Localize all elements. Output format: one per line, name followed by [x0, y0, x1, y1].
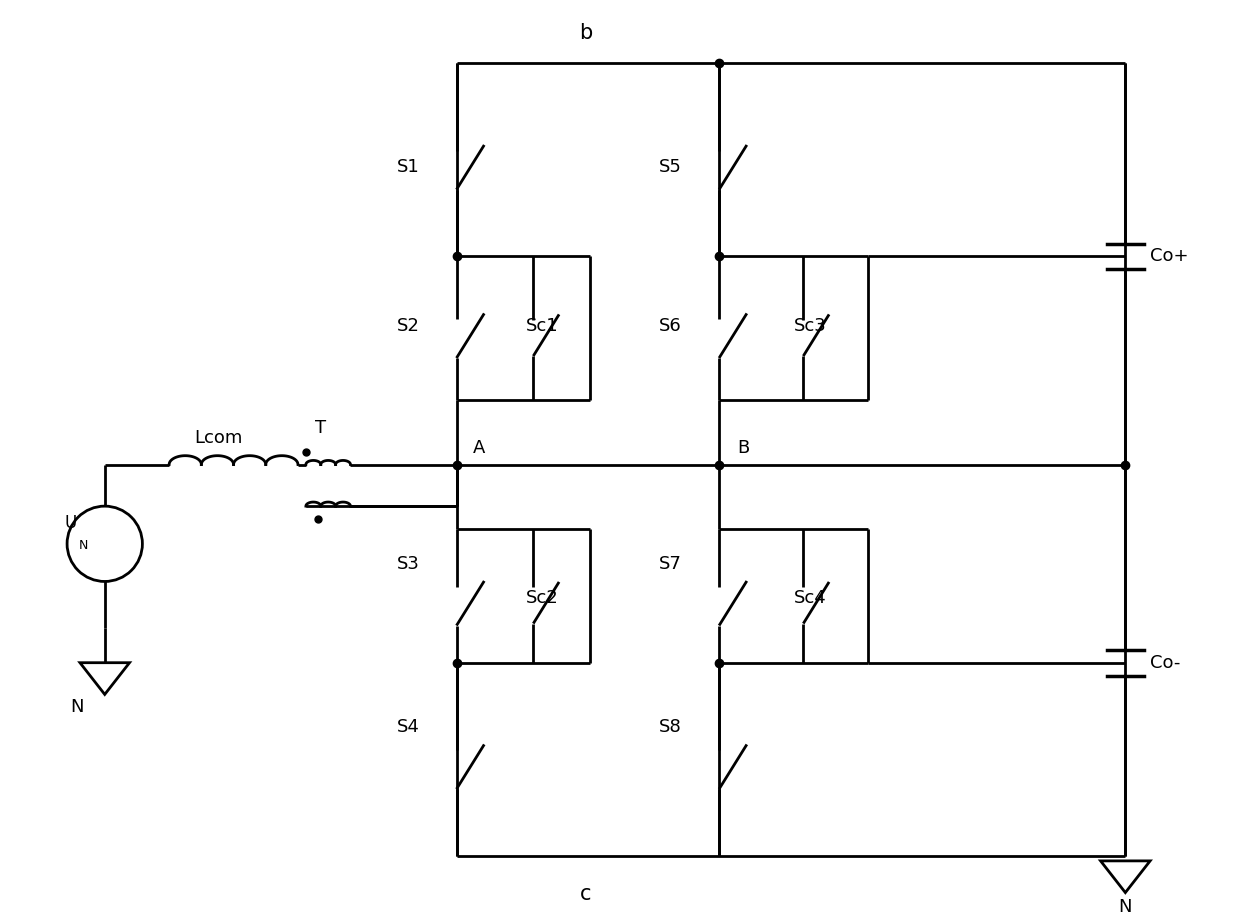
- Text: S8: S8: [658, 718, 682, 736]
- Polygon shape: [1101, 861, 1151, 892]
- Text: T: T: [315, 419, 326, 437]
- Text: S3: S3: [397, 554, 420, 573]
- Text: S7: S7: [658, 554, 682, 573]
- Polygon shape: [79, 663, 129, 694]
- Text: N: N: [79, 539, 88, 552]
- Text: S5: S5: [658, 158, 682, 176]
- Text: Sc2: Sc2: [526, 589, 558, 607]
- Text: S2: S2: [397, 317, 420, 335]
- Text: Sc4: Sc4: [794, 589, 826, 607]
- Text: Sc3: Sc3: [794, 317, 826, 335]
- Text: Co-: Co-: [1151, 654, 1180, 671]
- Text: B: B: [737, 438, 749, 457]
- Text: S1: S1: [397, 158, 420, 176]
- Text: N: N: [1118, 899, 1132, 916]
- Text: Sc1: Sc1: [526, 317, 558, 335]
- Text: U: U: [64, 514, 77, 532]
- Text: N: N: [71, 698, 84, 717]
- Text: A: A: [474, 438, 486, 457]
- Text: S4: S4: [397, 718, 420, 736]
- Text: Lcom: Lcom: [195, 429, 243, 447]
- Text: Co+: Co+: [1151, 248, 1189, 265]
- Text: S6: S6: [658, 317, 682, 335]
- Text: b: b: [579, 24, 591, 43]
- Text: c: c: [579, 883, 591, 904]
